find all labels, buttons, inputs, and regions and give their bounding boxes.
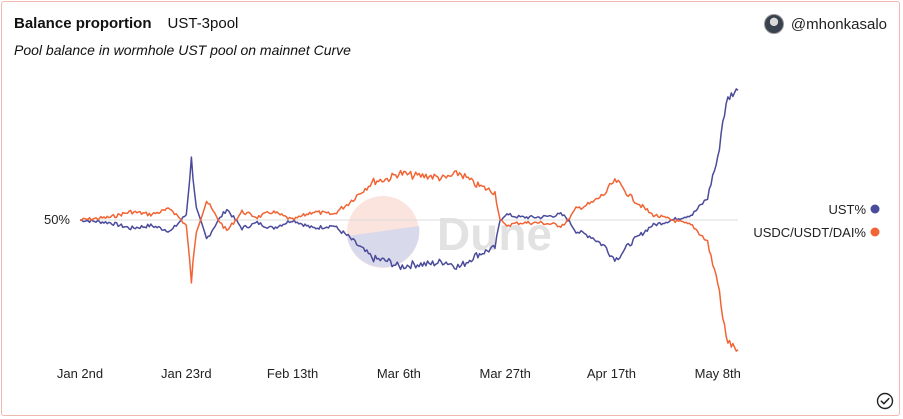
avatar-icon: [763, 14, 784, 34]
x-tick-label: Jan 23rd: [161, 366, 212, 381]
legend-label: USDC/USDT/DAI%: [753, 225, 866, 240]
author-link[interactable]: @mhonkasalo: [763, 14, 887, 34]
watermark-text: Dune: [437, 208, 552, 260]
x-tick-label: Mar 6th: [377, 366, 421, 381]
chart-subtitle: Pool balance in wormhole UST pool on mai…: [14, 42, 351, 58]
watermark-logo-shade: [347, 226, 420, 268]
x-tick-label: Apr 17th: [587, 366, 636, 381]
dune-watermark: Dune: [347, 196, 552, 268]
x-tick-label: May 8th: [695, 366, 741, 381]
x-tick-label: Feb 13th: [267, 366, 318, 381]
legend-swatch: [870, 227, 880, 237]
author-name[interactable]: @mhonkasalo: [790, 15, 887, 33]
title-row: Balance proportion UST-3pool: [14, 15, 238, 32]
legend-label: UST%: [828, 202, 866, 217]
series-line-usdc-usdt-dai: [79, 169, 739, 352]
query-name[interactable]: UST-3pool: [167, 15, 239, 32]
series-line-ust: [79, 88, 739, 271]
check-circle-icon[interactable]: [876, 392, 894, 410]
legend-swatch: [870, 204, 880, 214]
y-reference-label: 50%: [44, 212, 70, 227]
x-tick-label: Mar 27th: [480, 366, 531, 381]
x-tick-label: Jan 2nd: [57, 366, 103, 381]
chart-title: Balance proportion: [14, 15, 152, 32]
